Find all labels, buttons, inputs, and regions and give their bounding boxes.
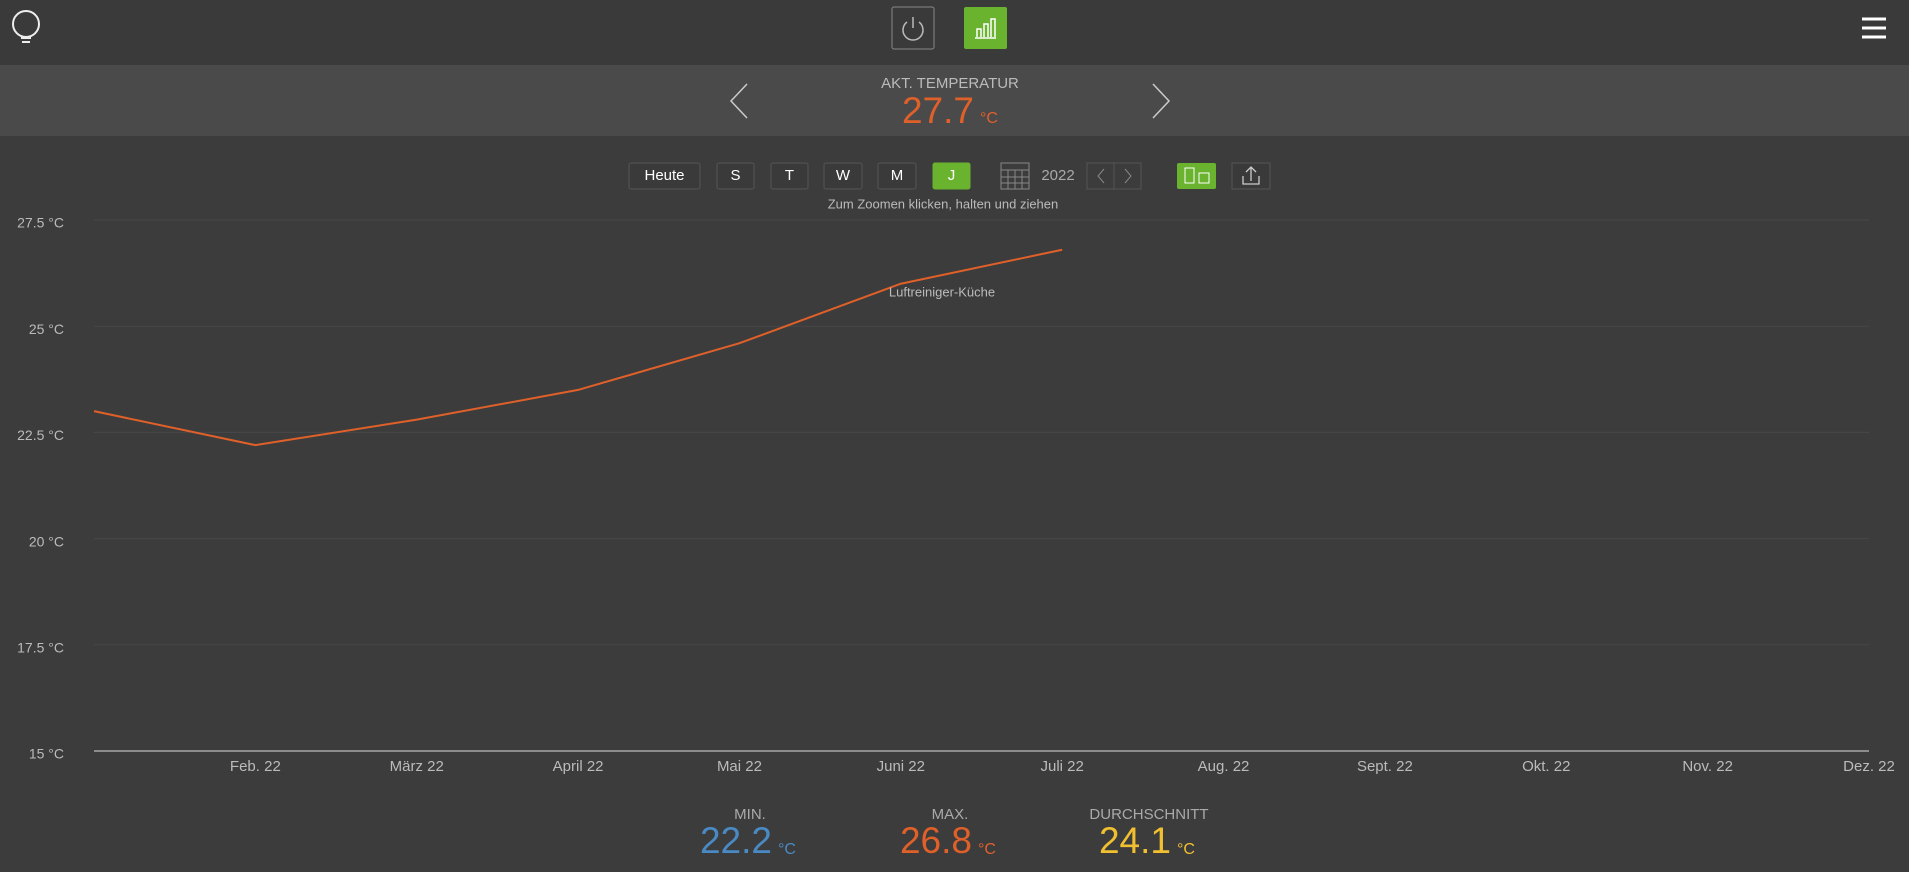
stat-value: 24.1	[1099, 820, 1171, 861]
y-tick-label: 17.5 °C	[17, 640, 64, 656]
period-button-label[interactable]: S	[730, 167, 740, 184]
current-label: AKT. TEMPERATUR	[881, 75, 1019, 92]
period-button[interactable]	[770, 162, 809, 190]
stat-unit: °C	[778, 841, 796, 858]
compare-button[interactable]	[1177, 163, 1216, 189]
x-tick-label: Aug. 22	[1198, 758, 1250, 775]
export-button[interactable]	[1231, 162, 1271, 190]
period-button-label[interactable]: Heute	[644, 167, 684, 184]
y-tick-label: 22.5 °C	[17, 427, 64, 443]
power-button[interactable]	[891, 6, 935, 50]
period-button-label[interactable]: W	[836, 167, 851, 184]
header-band	[0, 65, 1909, 136]
period-button[interactable]	[628, 162, 701, 190]
x-tick-label: März 22	[390, 758, 444, 775]
stat-label: DURCHSCHNITT	[1089, 806, 1208, 823]
x-tick-label: Juli 22	[1041, 758, 1084, 775]
x-tick-label: Sept. 22	[1357, 758, 1413, 775]
y-tick-label: 25 °C	[29, 321, 64, 337]
current-unit: °C	[980, 110, 998, 127]
year-nav[interactable]	[1086, 162, 1142, 190]
chart-button[interactable]	[964, 7, 1007, 49]
period-button-label[interactable]: T	[785, 167, 794, 184]
period-button-label[interactable]: J	[948, 167, 956, 184]
period-button[interactable]	[932, 162, 971, 190]
next-arrow[interactable]	[1152, 83, 1171, 119]
period-button[interactable]	[823, 162, 863, 190]
stat-unit: °C	[978, 841, 996, 858]
series-label: Luftreiniger-Küche	[889, 284, 995, 299]
period-button-label[interactable]: M	[891, 167, 904, 184]
menu[interactable]	[1862, 17, 1886, 39]
top-bar	[0, 0, 1909, 65]
stat-value: 26.8	[900, 820, 972, 861]
stat-value: 22.2	[700, 820, 772, 861]
period-button[interactable]	[877, 162, 917, 190]
x-tick-label: April 22	[553, 758, 604, 775]
x-tick-label: Okt. 22	[1522, 758, 1570, 775]
current-value: 27.7	[902, 90, 974, 131]
x-tick-label: Mai 22	[717, 758, 762, 775]
calendar-icon[interactable]	[1000, 162, 1030, 190]
period-button[interactable]	[716, 162, 755, 190]
stat-label: MAX.	[932, 806, 969, 823]
x-tick-label: Juni 22	[877, 758, 925, 775]
prev-arrow[interactable]	[729, 83, 748, 119]
y-tick-label: 27.5 °C	[17, 215, 64, 231]
y-tick-label: 15 °C	[29, 746, 64, 762]
x-tick-label: Feb. 22	[230, 758, 281, 775]
logo	[12, 10, 40, 43]
zoom-hint: Zum Zoomen klicken, halten und ziehen	[828, 196, 1059, 211]
x-tick-label: Nov. 22	[1682, 758, 1733, 775]
series-line	[93, 248, 1063, 447]
y-tick-label: 20 °C	[29, 533, 64, 549]
stat-unit: °C	[1177, 841, 1195, 858]
stat-label: MIN.	[734, 806, 766, 823]
year: 2022	[1041, 167, 1074, 184]
x-tick-label: Dez. 22	[1843, 758, 1895, 775]
